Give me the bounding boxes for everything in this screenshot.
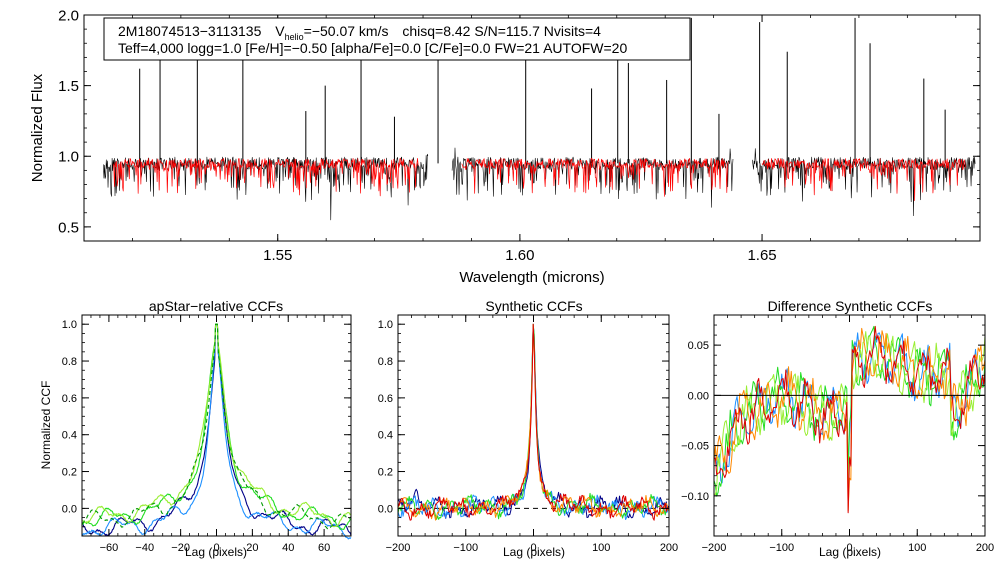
apstar-ccf-line-visit-1 [81, 323, 352, 537]
spectrum-ytick-label: 1.0 [58, 149, 79, 166]
spectrum-synthetic-segment [761, 158, 966, 201]
vhelio-label: V [275, 23, 285, 39]
synthetic-ccf-title: Synthetic CCFs [485, 298, 582, 314]
spectrum-xtick-label: 1.55 [263, 247, 292, 264]
spectrum-synthetic-segment [461, 158, 729, 197]
synthetic-ccf-line-visit-3 [397, 323, 669, 520]
spectrum-ytick-label: 0.5 [58, 219, 79, 236]
synthetic-ccf-data-layer [397, 323, 669, 521]
synthetic-ccf-ytick-label: 0.8 [378, 356, 393, 368]
star-id: 2M18074513−3113135 [118, 23, 262, 39]
apstar-ccf-xtick-label: 20 [246, 542, 258, 554]
difference-ccf-data-layer [714, 325, 985, 514]
synthetic-ccf-ytick-label: 0.4 [378, 430, 393, 442]
synthetic-ccf-line-visit-2 [397, 323, 669, 521]
spectrum-xtick-label: 1.60 [505, 247, 534, 264]
synthetic-ccf-line-visit-5 [397, 323, 669, 521]
spectrum-synthetic-segment [112, 158, 419, 197]
spectrum-legend-line1: 2M18074513−3113135 Vhelio=−50.07 km/s ch… [118, 23, 601, 42]
difference-ccf-ytick-label: −0.05 [681, 441, 709, 453]
apstar-ccf-ytick-label: 0.8 [62, 356, 77, 368]
vhelio-value: =−50.07 km/s [304, 23, 389, 39]
spectrum-legend: 2M18074513−3113135 Vhelio=−50.07 km/s ch… [103, 17, 691, 61]
synthetic-ccf-ytick-label: 1.0 [378, 319, 393, 331]
synthetic-ccf-xtick-label: −200 [386, 542, 411, 554]
spectrum-data-layer [103, 17, 976, 221]
difference-ccf-xtick-label: 0 [846, 542, 852, 554]
synthetic-ccf-line-visit-1 [397, 323, 669, 519]
apstar-ccf-line-combined [81, 323, 352, 530]
spectrum-ylabel: Normalized Flux [29, 73, 46, 182]
apstar-ccf-line-visit-3 [81, 323, 352, 531]
spectrum-xlabel: Wavelength (microns) [459, 269, 604, 286]
synthetic-ccf-xtick-label: 200 [660, 542, 678, 554]
spectrum-observed-segment [752, 148, 976, 217]
spectrum-legend-box [103, 17, 691, 61]
difference-ccf-clip-layer [714, 325, 985, 514]
apstar-ccf-xtick-label: −60 [100, 542, 119, 554]
difference-ccf-ytick-label: 0.05 [688, 340, 709, 352]
spectrum-ticks: 1.55 1.60 1.65 0.5 1.0 1.5 2.0 [58, 7, 980, 264]
apstar-ccf-ticks: −60 −40 −20 0 20 40 60 0.0 0.2 0.4 0.6 0.8 1.0 [62, 314, 352, 554]
apstar-ccf-panel: apStar−relative CCFs −60 −40 −20 0 20 40 60 0.0… [39, 298, 352, 559]
difference-ccf-xtick-label: −100 [769, 542, 794, 554]
synthetic-ccf-panel: Synthetic CCFs −200 −100 0 100 200 0.0 0.2 0.4 0… [378, 298, 678, 559]
synthetic-ccf-xtick-label: 100 [592, 542, 610, 554]
spectrum-ytick-label: 1.5 [58, 78, 79, 95]
difference-ccf-xtick-label: 100 [908, 542, 926, 554]
synthetic-ccf-ytick-label: 0.0 [378, 503, 393, 515]
apstar-ccf-ylabel: Normalized CCF [39, 381, 53, 470]
synthetic-ccf-xtick-label: −100 [453, 542, 478, 554]
synthetic-ccf-xtick-label: 0 [530, 542, 536, 554]
synthetic-ccf-ytick-label: 0.6 [378, 393, 393, 405]
apstar-ccf-data-layer [81, 323, 352, 540]
apstar-ccf-ytick-label: 0.4 [62, 430, 77, 442]
difference-ccf-xtick-label: −200 [702, 542, 727, 554]
spectrum-panel: 1.55 1.60 1.65 0.5 1.0 1.5 2.0 2M18074513−3113… [29, 7, 981, 286]
apstar-ccf-title: apStar−relative CCFs [149, 298, 283, 314]
spectrum-observed-segment [451, 147, 734, 208]
synthetic-ccf-line-visit-4 [397, 323, 669, 521]
synthetic-ccf-ticks: −200 −100 0 100 200 0.0 0.2 0.4 0.6 0.8 1.0 [378, 314, 678, 554]
difference-ccf-ytick-label: −0.10 [681, 491, 709, 503]
apstar-ccf-xtick-label: −40 [135, 542, 154, 554]
difference-ccf-title: Difference Synthetic CCFs [768, 298, 933, 314]
apstar-ccf-xtick-label: 0 [213, 542, 219, 554]
spectrum-ytick-label: 2.0 [58, 7, 79, 24]
difference-ccf-line-visit-4 [714, 331, 985, 496]
spectrum-stats: chisq=8.42 S/N=115.7 Nvisits=4 [402, 23, 601, 39]
spectrum-legend-line2: Teff=4,000 logg=1.0 [Fe/H]=−0.50 [alpha/… [118, 40, 627, 56]
synthetic-ccf-ytick-label: 0.2 [378, 467, 393, 479]
difference-ccf-panel: Difference Synthetic CCFs −200 −100 0 100 20… [681, 298, 994, 559]
apstar-ccf-plot-frame [81, 314, 352, 537]
difference-ccf-ytick-label: 0.00 [688, 390, 709, 402]
difference-ccf-xlabel: Lag (pixels) [819, 545, 881, 559]
vhelio-subscript: helio [285, 32, 304, 42]
difference-ccf-line-visit-5 [714, 327, 985, 512]
apstar-ccf-xtick-label: 60 [318, 542, 330, 554]
apstar-ccf-xtick-label: −20 [171, 542, 190, 554]
apstar-ccf-ytick-label: 0.2 [62, 467, 77, 479]
spectrum-clip-layer [103, 17, 976, 221]
spectrum-xtick-label: 1.65 [747, 247, 776, 264]
synthetic-ccf-xlabel: Lag (pixels) [503, 545, 565, 559]
difference-ccf-ticks: −200 −100 0 100 200 −0.10 −0.05 0.00 0.05 [681, 314, 994, 554]
difference-ccf-line-visit-6 [714, 325, 985, 514]
apstar-ccf-ytick-label: 0.0 [62, 503, 77, 515]
apstar-ccf-xlabel: Lag (pixels) [185, 545, 247, 559]
apstar-ccf-ytick-label: 1.0 [62, 319, 77, 331]
apstar-ccf-ytick-label: 0.6 [62, 393, 77, 405]
apstar-ccf-xtick-label: 40 [282, 542, 294, 554]
difference-ccf-xtick-label: 200 [976, 542, 994, 554]
apstar-ccf-line-visit-4 [81, 323, 352, 528]
